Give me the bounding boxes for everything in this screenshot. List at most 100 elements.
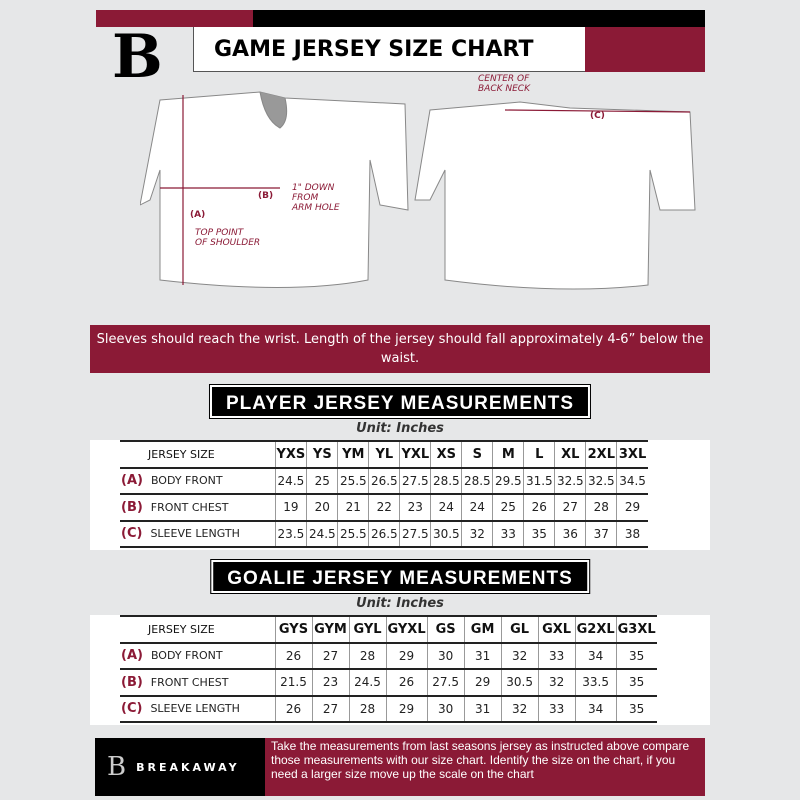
table-cell: 33	[537, 642, 576, 670]
footer-brand: B BREAKAWAY	[95, 738, 265, 796]
table-cell: 38	[616, 520, 648, 548]
size-header: 3XL	[616, 440, 648, 469]
table-cell: 27	[311, 695, 349, 723]
size-header: G3XL	[615, 615, 657, 644]
table-row: (A) BODY FRONT 26 27 28 29 30 31 32 33 34 35	[120, 642, 657, 670]
label-a: (A)	[190, 210, 206, 220]
table-cell: 29.5	[492, 467, 524, 495]
table-row: (C) SLEEVE LENGTH 26 27 28 29 30 31 32 33 34 35	[120, 695, 657, 723]
table-cell: 31	[463, 642, 502, 670]
table-cell: 26.5	[368, 467, 400, 495]
table-cell: 31	[463, 695, 502, 723]
row-label-cell: (B) FRONT CHEST	[120, 494, 275, 522]
size-header: GYL	[348, 615, 386, 644]
row-code: (A)	[121, 473, 143, 489]
size-header: GL	[500, 615, 539, 644]
table-cell: 23	[399, 494, 431, 522]
table-cell: 33	[492, 520, 524, 548]
player-table-bg: JERSEY SIZE YXS YS YM YL YXL XS S M L XL 2XL 3XL (A) B…	[90, 440, 710, 550]
table-cell: 26	[385, 669, 428, 697]
size-header-label: JERSEY SIZE	[120, 615, 275, 644]
table-cell: 32.5	[554, 467, 586, 495]
player-unit: Unit: Inches	[356, 421, 444, 436]
footer-logo: B	[107, 752, 127, 782]
size-header: 2XL	[585, 440, 617, 469]
table-cell: 29	[463, 669, 502, 697]
label-b-note: 1" DOWN FROM ARM HOLE	[292, 183, 340, 213]
player-section-title: PLAYER JERSEY MEASUREMENTS	[208, 384, 592, 419]
table-cell: 36	[554, 520, 586, 548]
row-label: FRONT CHEST	[150, 500, 229, 514]
top-bar-black	[253, 10, 705, 27]
table-cell: 25.5	[337, 467, 369, 495]
table-cell: 32	[537, 669, 576, 697]
table-cell: 23.5	[274, 520, 307, 548]
table-cell: 26	[523, 494, 555, 522]
table-cell: 25	[306, 467, 338, 495]
table-cell: 35	[523, 520, 555, 548]
jersey-diagram	[140, 91, 696, 290]
row-label: SLEEVE LENGTH	[150, 527, 240, 541]
label-c-note: CENTER OF BACK NECK	[478, 74, 530, 94]
table-cell: 30	[426, 695, 465, 723]
table-cell: 33	[537, 695, 576, 723]
label-b: (B)	[258, 191, 274, 201]
table-cell: 28.5	[461, 467, 493, 495]
row-label-cell: (B) FRONT CHEST	[120, 669, 275, 697]
row-label: FRONT CHEST	[150, 675, 229, 689]
label-c: (C)	[590, 111, 605, 121]
goalie-table-bg: JERSEY SIZE GYS GYM GYL GYXL GS GM GL GXL G2XL G3X…	[90, 615, 710, 725]
table-row: (B) FRONT CHEST 19 20 21 22 23 24 24 25 26 27 28 29	[120, 494, 648, 522]
title-accent-block	[585, 27, 705, 72]
size-header: XL	[554, 440, 586, 469]
table-cell: 29	[616, 494, 648, 522]
size-header: YXL	[399, 440, 431, 469]
table-cell: 34.5	[616, 467, 648, 495]
breakaway-logo: B	[112, 22, 163, 92]
goalie-size-table: JERSEY SIZE GYS GYM GYL GYXL GS GM GL GXL G2XL G3X…	[120, 615, 657, 723]
size-header: S	[461, 440, 493, 469]
row-code: (C)	[121, 526, 143, 542]
table-cell: 31.5	[523, 467, 555, 495]
size-header: M	[492, 440, 524, 469]
table-cell: 28	[585, 494, 617, 522]
row-label: BODY FRONT	[150, 474, 223, 488]
size-header: GM	[463, 615, 502, 644]
table-cell: 35	[615, 695, 657, 723]
table-cell: 30	[426, 642, 465, 670]
size-header: XS	[430, 440, 462, 469]
table-cell: 26	[274, 695, 312, 723]
size-header: GYS	[274, 615, 312, 644]
label-a-note: TOP POINT OF SHOULDER	[195, 228, 261, 248]
table-cell: 27.5	[399, 467, 431, 495]
row-label: BODY FRONT	[150, 649, 223, 663]
front-jersey	[140, 91, 409, 288]
row-label: SLEEVE LENGTH	[150, 702, 240, 716]
table-cell: 33.5	[574, 669, 617, 697]
size-header: YL	[368, 440, 400, 469]
table-cell: 35	[615, 669, 657, 697]
table-cell: 34	[574, 695, 617, 723]
table-cell: 25.5	[337, 520, 369, 548]
back-jersey	[414, 101, 696, 290]
footer-brand-name: BREAKAWAY	[136, 760, 240, 774]
table-cell: 32.5	[585, 467, 617, 495]
table-cell: 24	[461, 494, 493, 522]
table-cell: 30.5	[500, 669, 539, 697]
front-collar	[259, 91, 288, 129]
measure-line-c	[504, 109, 691, 113]
table-cell: 24.5	[348, 669, 386, 697]
table-cell: 32	[500, 695, 539, 723]
table-cell: 21.5	[274, 669, 312, 697]
size-header-label: JERSEY SIZE	[120, 440, 275, 469]
row-code: (B)	[121, 499, 143, 515]
table-row: (C) SLEEVE LENGTH 23.5 24.5 25.5 26.5 27.5 30.5…	[120, 520, 648, 548]
table-cell: 28	[348, 642, 386, 670]
size-header: YXS	[274, 440, 307, 469]
table-cell: 21	[337, 494, 369, 522]
table-cell: 22	[368, 494, 400, 522]
size-header: GXL	[537, 615, 576, 644]
footer-instructions: Take the measurements from last seasons …	[265, 738, 705, 796]
top-bar-accent	[96, 10, 253, 27]
table-cell: 23	[311, 669, 349, 697]
